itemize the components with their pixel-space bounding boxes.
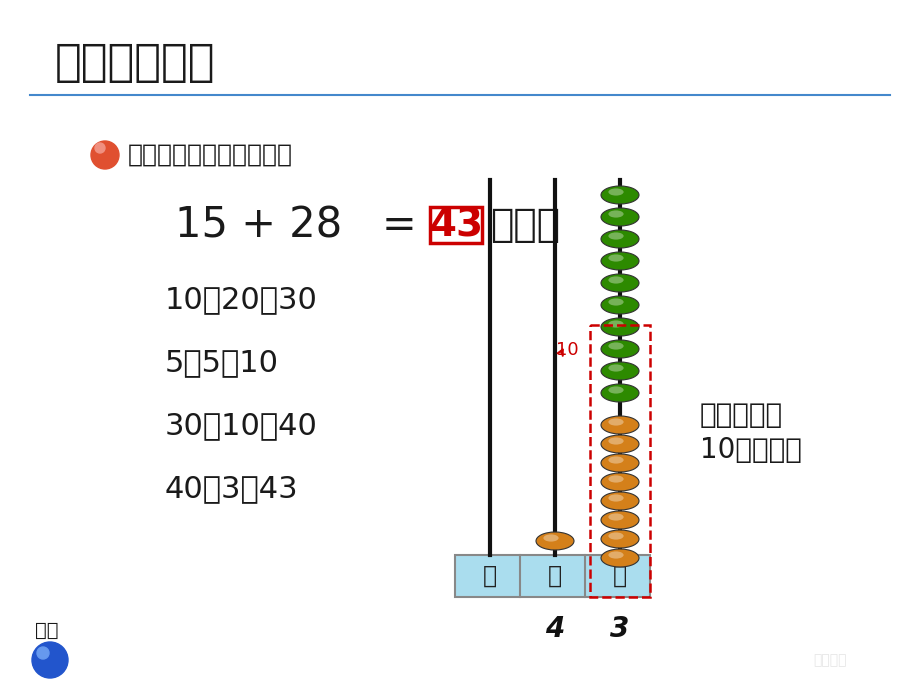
Circle shape <box>32 642 68 678</box>
Ellipse shape <box>600 492 639 510</box>
Text: 十: 十 <box>548 564 562 588</box>
Text: 3: 3 <box>609 615 629 643</box>
Ellipse shape <box>607 533 623 540</box>
Ellipse shape <box>607 364 623 372</box>
Ellipse shape <box>607 188 623 195</box>
Ellipse shape <box>607 437 623 444</box>
Text: 10＋20＝30: 10＋20＝30 <box>165 286 318 315</box>
Ellipse shape <box>607 475 623 482</box>
Ellipse shape <box>600 340 639 358</box>
Text: 4: 4 <box>545 615 564 643</box>
Text: 5＋5＝10: 5＋5＝10 <box>165 348 278 377</box>
Circle shape <box>91 141 119 169</box>
Ellipse shape <box>607 233 623 239</box>
Text: 返回首页: 返回首页 <box>812 653 845 667</box>
Ellipse shape <box>607 551 623 559</box>
Ellipse shape <box>600 274 639 292</box>
Ellipse shape <box>536 532 573 550</box>
Ellipse shape <box>607 342 623 350</box>
Ellipse shape <box>607 298 623 306</box>
Text: 个: 个 <box>612 564 627 588</box>
Ellipse shape <box>607 255 623 262</box>
FancyBboxPatch shape <box>429 207 482 243</box>
Ellipse shape <box>600 186 639 204</box>
Ellipse shape <box>600 362 639 380</box>
Bar <box>589 325 650 597</box>
Ellipse shape <box>607 210 623 217</box>
Text: 15 + 28   =: 15 + 28 = <box>175 204 416 246</box>
Text: 10怎么办？: 10怎么办？ <box>699 436 801 464</box>
Ellipse shape <box>600 511 639 529</box>
Ellipse shape <box>607 418 623 426</box>
Ellipse shape <box>607 513 623 520</box>
Ellipse shape <box>600 252 639 270</box>
Ellipse shape <box>600 230 639 248</box>
Ellipse shape <box>600 549 639 567</box>
Ellipse shape <box>543 534 558 542</box>
Circle shape <box>37 647 49 659</box>
Circle shape <box>95 143 105 153</box>
Ellipse shape <box>607 277 623 284</box>
Ellipse shape <box>607 495 623 502</box>
Ellipse shape <box>600 208 639 226</box>
Text: 左边鱼缸里有多少条鱼？: 左边鱼缸里有多少条鱼？ <box>128 143 292 167</box>
Text: 43: 43 <box>428 206 482 244</box>
Text: 个位相加满: 个位相加满 <box>699 401 782 429</box>
Text: （条）: （条） <box>490 206 560 244</box>
Ellipse shape <box>600 454 639 472</box>
Ellipse shape <box>607 456 623 464</box>
Bar <box>455 555 650 597</box>
Ellipse shape <box>600 384 639 402</box>
Ellipse shape <box>600 416 639 434</box>
Text: 40＋3＝43: 40＋3＝43 <box>165 475 299 504</box>
Text: 二、你说我讲: 二、你说我讲 <box>55 41 215 83</box>
Text: 30＋10＝40: 30＋10＝40 <box>165 411 318 440</box>
Ellipse shape <box>600 296 639 314</box>
Ellipse shape <box>600 435 639 453</box>
Ellipse shape <box>607 320 623 328</box>
Ellipse shape <box>607 386 623 393</box>
Text: 返回: 返回 <box>35 620 59 640</box>
Ellipse shape <box>600 530 639 548</box>
Ellipse shape <box>600 473 639 491</box>
Text: 10: 10 <box>555 341 578 359</box>
Ellipse shape <box>600 318 639 336</box>
Text: 百: 百 <box>482 564 496 588</box>
